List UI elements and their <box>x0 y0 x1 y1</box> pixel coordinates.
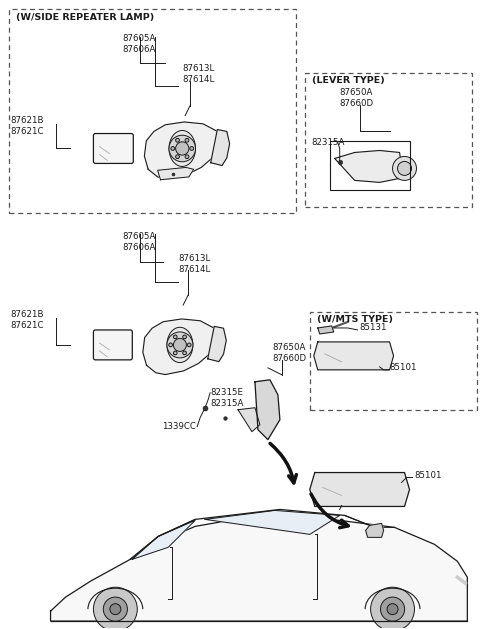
Text: 87605A: 87605A <box>122 35 156 43</box>
Circle shape <box>173 351 177 355</box>
Text: 87660D: 87660D <box>340 99 374 108</box>
Circle shape <box>185 138 189 142</box>
Text: (W/SIDE REPEATER LAMP): (W/SIDE REPEATER LAMP) <box>16 13 154 23</box>
Polygon shape <box>335 150 402 182</box>
Bar <box>330 140 409 191</box>
FancyBboxPatch shape <box>94 330 132 360</box>
Circle shape <box>103 597 127 621</box>
Circle shape <box>110 604 121 615</box>
Circle shape <box>167 332 193 358</box>
Polygon shape <box>208 326 226 362</box>
Circle shape <box>183 351 186 355</box>
Text: 87613L: 87613L <box>178 253 210 263</box>
Text: 82315E: 82315E <box>210 388 243 398</box>
Text: 87606A: 87606A <box>122 45 156 54</box>
Text: 85131: 85131 <box>360 323 387 333</box>
FancyArrowPatch shape <box>270 443 296 483</box>
Circle shape <box>190 147 193 150</box>
Circle shape <box>173 338 186 352</box>
Circle shape <box>171 147 175 150</box>
Circle shape <box>169 135 195 162</box>
Circle shape <box>176 142 189 155</box>
FancyArrowPatch shape <box>311 494 348 528</box>
Text: 87621B: 87621B <box>11 311 44 320</box>
FancyBboxPatch shape <box>94 133 133 164</box>
Circle shape <box>187 343 191 347</box>
Circle shape <box>185 155 189 159</box>
Polygon shape <box>366 523 384 537</box>
Text: 1339CC: 1339CC <box>162 422 196 431</box>
Polygon shape <box>314 342 394 370</box>
Polygon shape <box>318 326 334 334</box>
Circle shape <box>183 335 186 339</box>
Text: 87605A: 87605A <box>122 231 156 241</box>
Polygon shape <box>143 319 217 375</box>
Bar <box>310 312 477 409</box>
Polygon shape <box>255 380 280 440</box>
Polygon shape <box>144 122 220 179</box>
Text: (LEVER TYPE): (LEVER TYPE) <box>312 76 384 85</box>
Text: 87606A: 87606A <box>122 243 156 252</box>
Bar <box>305 73 472 208</box>
Polygon shape <box>205 510 340 535</box>
Circle shape <box>371 587 415 629</box>
Ellipse shape <box>169 130 195 167</box>
Polygon shape <box>310 472 409 506</box>
Circle shape <box>176 155 180 159</box>
Text: 87621C: 87621C <box>11 321 44 330</box>
Text: 87613L: 87613L <box>182 64 215 73</box>
Circle shape <box>387 604 398 615</box>
Circle shape <box>393 157 417 181</box>
Polygon shape <box>132 520 195 559</box>
Text: 85101: 85101 <box>415 471 442 480</box>
Text: 87621C: 87621C <box>11 127 44 136</box>
Ellipse shape <box>167 327 193 362</box>
Circle shape <box>397 162 411 175</box>
Circle shape <box>176 138 180 142</box>
Text: 87614L: 87614L <box>182 75 215 84</box>
Circle shape <box>381 597 405 621</box>
Text: 87614L: 87614L <box>178 265 210 274</box>
Text: 87660D: 87660D <box>272 354 306 364</box>
Circle shape <box>173 335 177 339</box>
Text: 87621B: 87621B <box>11 116 44 125</box>
Text: 85101: 85101 <box>390 364 417 372</box>
Polygon shape <box>211 130 229 165</box>
Text: (W/MTS TYPE): (W/MTS TYPE) <box>317 316 393 325</box>
Circle shape <box>169 343 172 347</box>
Text: 82315A: 82315A <box>312 138 345 147</box>
Bar <box>9 9 296 213</box>
Polygon shape <box>50 518 468 621</box>
Polygon shape <box>157 167 193 180</box>
Polygon shape <box>238 408 260 431</box>
Text: 87650A: 87650A <box>340 88 373 97</box>
Circle shape <box>94 587 137 629</box>
Text: 82315A: 82315A <box>210 399 243 408</box>
Text: 87650A: 87650A <box>272 343 305 352</box>
